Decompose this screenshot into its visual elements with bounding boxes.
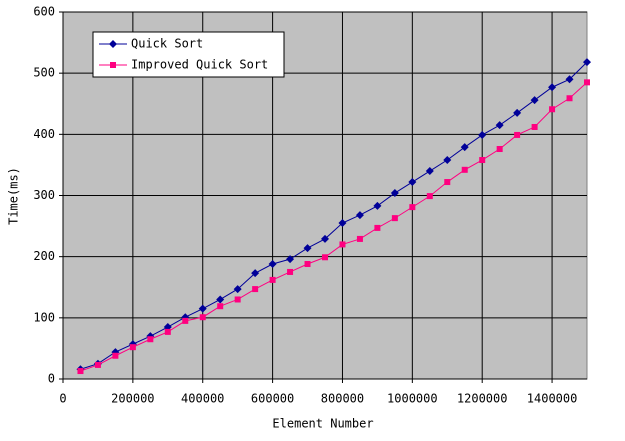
marker <box>286 255 295 264</box>
marker <box>147 336 154 343</box>
marker <box>374 224 381 231</box>
legend-label: Quick Sort <box>131 37 203 51</box>
marker <box>584 79 590 86</box>
x-tick-label: 1400000 <box>527 392 578 406</box>
y-tick-label: 300 <box>33 188 55 202</box>
marker <box>409 204 416 211</box>
marker <box>443 156 452 165</box>
marker <box>252 286 259 293</box>
marker <box>338 219 347 228</box>
marker <box>94 361 101 368</box>
marker <box>110 62 116 68</box>
y-tick-label: 500 <box>33 66 55 80</box>
marker <box>216 295 225 304</box>
marker <box>269 276 276 283</box>
marker <box>356 235 363 242</box>
marker <box>566 95 573 102</box>
marker <box>182 317 189 324</box>
x-tick-label: 1000000 <box>387 392 438 406</box>
marker <box>391 215 398 222</box>
x-tick-label: 1200000 <box>457 392 508 406</box>
marker <box>251 269 260 278</box>
marker <box>461 166 468 173</box>
y-tick-label: 600 <box>33 5 55 19</box>
marker <box>408 178 417 187</box>
marker <box>321 234 329 243</box>
marker <box>233 285 242 294</box>
x-tick-label: 800000 <box>321 392 364 406</box>
marker <box>287 268 294 275</box>
series-line <box>80 61 588 370</box>
marker <box>460 143 469 152</box>
marker <box>109 40 117 48</box>
marker <box>425 167 434 176</box>
marker <box>234 296 241 303</box>
x-tick-label: 200000 <box>111 392 154 406</box>
x-tick-label: 600000 <box>251 392 294 406</box>
marker <box>479 157 486 164</box>
legend-label: Improved Quick Sort <box>131 58 268 72</box>
marker <box>496 146 503 153</box>
marker <box>198 304 207 313</box>
marker <box>373 201 382 210</box>
marker <box>322 254 328 261</box>
marker <box>390 189 399 198</box>
marker <box>217 303 224 310</box>
y-tick-label: 100 <box>33 310 55 324</box>
y-tick-label: 400 <box>33 127 55 141</box>
x-tick-label: 400000 <box>181 392 224 406</box>
marker <box>583 58 591 67</box>
marker <box>339 241 346 248</box>
marker <box>129 344 136 351</box>
marker <box>77 368 84 375</box>
marker <box>304 261 311 268</box>
marker <box>478 130 487 139</box>
marker <box>530 96 539 105</box>
x-tick-label: 0 <box>59 392 66 406</box>
marker <box>548 83 557 92</box>
marker <box>444 179 451 186</box>
marker <box>112 352 119 359</box>
x-axis-title: Element Number <box>272 417 373 431</box>
marker <box>513 108 522 117</box>
marker <box>303 244 312 253</box>
y-tick-label: 200 <box>33 249 55 263</box>
marker <box>355 211 364 220</box>
marker <box>531 123 538 130</box>
marker <box>426 193 433 200</box>
legend-box <box>92 31 285 78</box>
marker <box>495 121 504 130</box>
y-tick-label: 0 <box>48 372 55 386</box>
marker <box>514 131 521 138</box>
marker <box>549 106 556 113</box>
marker <box>268 260 277 269</box>
marker <box>565 75 574 84</box>
marker <box>164 328 171 335</box>
y-axis-title: Time(ms) <box>7 167 21 225</box>
marker <box>199 314 206 321</box>
